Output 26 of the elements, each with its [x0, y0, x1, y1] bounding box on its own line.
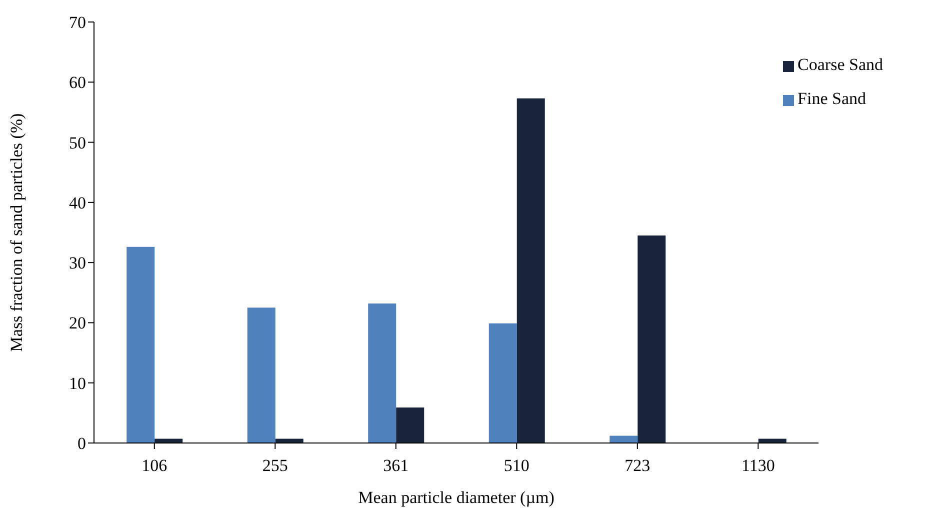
- y-tick-label: 50: [69, 133, 86, 152]
- x-tick-label: 361: [383, 456, 409, 476]
- bar: [638, 236, 666, 443]
- bar: [488, 323, 517, 443]
- y-tick-label: 30: [69, 254, 86, 273]
- bar: [396, 408, 424, 443]
- bar: [516, 98, 545, 443]
- bar: [610, 436, 638, 443]
- legend-label: Fine Sand: [798, 89, 866, 108]
- y-tick-label: 10: [69, 374, 86, 393]
- bar: [247, 308, 276, 443]
- y-tick-label: 60: [69, 73, 86, 92]
- y-tick-label: 70: [69, 13, 86, 32]
- x-axis-title: Mean particle diameter (µm): [358, 488, 554, 507]
- y-axis-title: Mass fraction of sand particles (%): [7, 113, 26, 352]
- y-tick-label: 20: [69, 314, 86, 333]
- bar: [126, 246, 155, 443]
- x-tick-label: 1130: [741, 456, 775, 476]
- x-tick-label: 255: [262, 456, 288, 476]
- y-tick-label: 0: [78, 434, 86, 454]
- x-tick-label: 510: [504, 456, 530, 476]
- legend-label: Coarse Sand: [798, 55, 883, 74]
- bar: [368, 303, 396, 443]
- x-tick-label: 723: [624, 456, 650, 476]
- x-tick-label: 106: [142, 456, 168, 476]
- y-tick-label: 40: [69, 193, 86, 212]
